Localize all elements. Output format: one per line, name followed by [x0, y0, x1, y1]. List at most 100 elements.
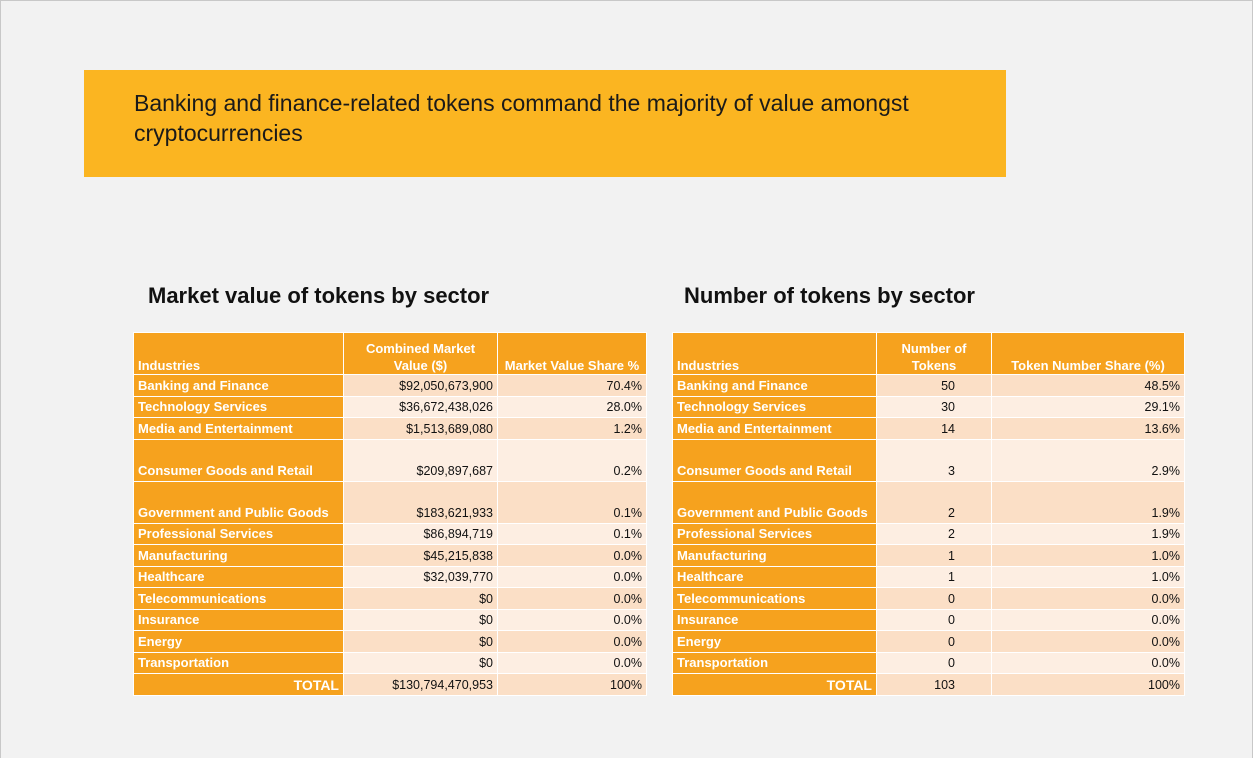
value-cell: 0	[876, 587, 992, 610]
table-title: Market value of tokens by sector	[148, 283, 490, 308]
industry-cell: Transportation	[672, 651, 877, 674]
value-cell: 0.0%	[991, 630, 1185, 653]
industry-cell: Technology Services	[672, 395, 877, 418]
value-cell: $183,621,933	[343, 480, 498, 524]
table-row: Insurance $0 0.0%	[133, 608, 647, 631]
value-cell: 0.2%	[497, 438, 647, 482]
headline: Banking and finance-related tokens comma…	[84, 70, 1006, 177]
industry-cell: Insurance	[133, 608, 344, 631]
value-cell: 0	[876, 651, 992, 674]
table-row: Consumer Goods and Retail 3 2.9%	[672, 438, 1185, 482]
industry-cell: Insurance	[672, 608, 877, 631]
value-cell: 0.0%	[991, 608, 1185, 631]
table-row: Healthcare 1 1.0%	[672, 565, 1185, 588]
value-cell: 13.6%	[991, 417, 1185, 440]
column-header: Token Number Share (%)	[991, 332, 1185, 375]
table-row: Transportation $0 0.0%	[133, 651, 647, 674]
table-row: Transportation 0 0.0%	[672, 651, 1185, 674]
value-cell: 0	[876, 630, 992, 653]
table-row: Professional Services $86,894,719 0.1%	[133, 522, 647, 545]
table-row: Banking and Finance $92,050,673,900 70.4%	[133, 374, 647, 397]
value-cell: $130,794,470,953	[343, 673, 498, 696]
industry-cell: Media and Entertainment	[133, 417, 344, 440]
column-header: Number of Tokens	[876, 332, 992, 375]
value-cell: 1.0%	[991, 565, 1185, 588]
value-cell: 0.0%	[497, 544, 647, 567]
value-cell: 2.9%	[991, 438, 1185, 482]
table-row: Manufacturing $45,215,838 0.0%	[133, 544, 647, 567]
value-cell: $0	[343, 608, 498, 631]
data-table: Industries Number of Tokens Token Number S…	[672, 332, 1185, 696]
value-cell: 103	[876, 673, 992, 696]
industry-cell: Energy	[672, 630, 877, 653]
value-cell: 0.1%	[497, 480, 647, 524]
industry-cell: Media and Entertainment	[672, 417, 877, 440]
table-row: Banking and Finance 50 48.5%	[672, 374, 1185, 397]
value-cell: 0.0%	[991, 587, 1185, 610]
table-row: Consumer Goods and Retail $209,897,687 0.2…	[133, 438, 647, 482]
value-cell: 29.1%	[991, 395, 1185, 418]
table-row: Media and Entertainment 14 13.6%	[672, 417, 1185, 440]
industry-cell: TOTAL	[133, 673, 344, 696]
table-row: Media and Entertainment $1,513,689,080 1.2…	[133, 417, 647, 440]
table-row: Energy 0 0.0%	[672, 630, 1185, 653]
value-cell: 70.4%	[497, 374, 647, 397]
industry-cell: Government and Public Goods	[133, 480, 344, 524]
value-cell: 3	[876, 438, 992, 482]
table-row: Technology Services $36,672,438,026 28.0%	[133, 395, 647, 418]
industry-cell: Consumer Goods and Retail	[672, 438, 877, 482]
industry-cell: TOTAL	[672, 673, 877, 696]
value-cell: $45,215,838	[343, 544, 498, 567]
column-header: Industries	[133, 332, 344, 375]
data-table: Industries Combined Market Value ($) Marke…	[133, 332, 647, 696]
value-cell: 0	[876, 608, 992, 631]
value-cell: 28.0%	[497, 395, 647, 418]
industry-cell: Professional Services	[133, 522, 344, 545]
industry-cell: Telecommunications	[133, 587, 344, 610]
value-cell: $92,050,673,900	[343, 374, 498, 397]
table-row: Energy $0 0.0%	[133, 630, 647, 653]
table-row: Technology Services 30 29.1%	[672, 395, 1185, 418]
value-cell: $209,897,687	[343, 438, 498, 482]
industry-cell: Manufacturing	[133, 544, 344, 567]
value-cell: 48.5%	[991, 374, 1185, 397]
industry-cell: Manufacturing	[672, 544, 877, 567]
table-row: Telecommunications 0 0.0%	[672, 587, 1185, 610]
table-row: Manufacturing 1 1.0%	[672, 544, 1185, 567]
industry-cell: Technology Services	[133, 395, 344, 418]
column-header: Market Value Share %	[497, 332, 647, 375]
value-cell: $32,039,770	[343, 565, 498, 588]
column-header: Combined Market Value ($)	[343, 332, 498, 375]
table-row: Professional Services 2 1.9%	[672, 522, 1185, 545]
value-cell: $1,513,689,080	[343, 417, 498, 440]
industry-cell: Healthcare	[133, 565, 344, 588]
column-header: Industries	[672, 332, 877, 375]
value-cell: 50	[876, 374, 992, 397]
value-cell: 1.0%	[991, 544, 1185, 567]
value-cell: $0	[343, 651, 498, 674]
industry-cell: Professional Services	[672, 522, 877, 545]
value-cell: 100%	[991, 673, 1185, 696]
industry-cell: Government and Public Goods	[672, 480, 877, 524]
header-row: Industries Number of Tokens Token Number S…	[672, 332, 1185, 375]
table-row: TOTAL 103 100%	[672, 673, 1185, 696]
table-row: Telecommunications $0 0.0%	[133, 587, 647, 610]
value-cell: 2	[876, 480, 992, 524]
value-cell: 0.0%	[497, 565, 647, 588]
value-cell: 14	[876, 417, 992, 440]
value-cell: 0.1%	[497, 522, 647, 545]
value-cell: 30	[876, 395, 992, 418]
table-row: Government and Public Goods 2 1.9%	[672, 480, 1185, 524]
value-cell: 1.2%	[497, 417, 647, 440]
header-row: Industries Combined Market Value ($) Marke…	[133, 332, 647, 375]
value-cell: 0.0%	[497, 608, 647, 631]
value-cell: 100%	[497, 673, 647, 696]
table-row: Insurance 0 0.0%	[672, 608, 1185, 631]
table-row: Healthcare $32,039,770 0.0%	[133, 565, 647, 588]
table-row: TOTAL $130,794,470,953 100%	[133, 673, 647, 696]
table-row: Government and Public Goods $183,621,933 0…	[133, 480, 647, 524]
value-cell: 1	[876, 544, 992, 567]
value-cell: 0.0%	[497, 587, 647, 610]
industry-cell: Banking and Finance	[133, 374, 344, 397]
